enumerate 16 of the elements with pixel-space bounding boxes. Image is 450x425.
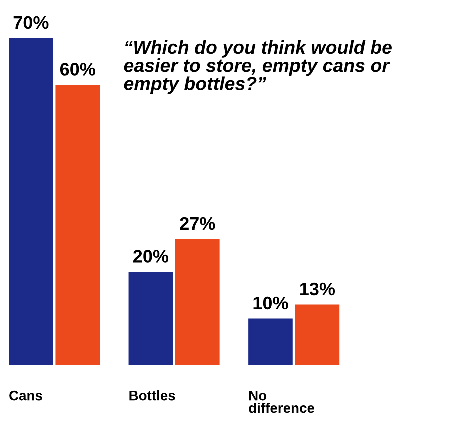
- data-label: 13%: [300, 282, 336, 296]
- annotation: “Which do you think would be easier to store, empty cans or empty bottles?”: [124, 40, 392, 94]
- data-label: 27%: [180, 217, 216, 230]
- bar: [176, 239, 220, 366]
- bar: [248, 318, 293, 366]
- bar: [128, 272, 174, 366]
- data-label: 60%: [60, 63, 96, 76]
- bar: [56, 85, 100, 366]
- x-tick-label: No difference: [249, 391, 314, 414]
- bar: [9, 38, 54, 366]
- data-label: 10%: [254, 296, 288, 310]
- data-label: 70%: [14, 16, 49, 30]
- x-tick-label: Cans: [10, 390, 42, 401]
- data-label: 20%: [134, 250, 169, 263]
- x-tick-label: Bottles: [130, 390, 176, 401]
- bar: [295, 304, 340, 366]
